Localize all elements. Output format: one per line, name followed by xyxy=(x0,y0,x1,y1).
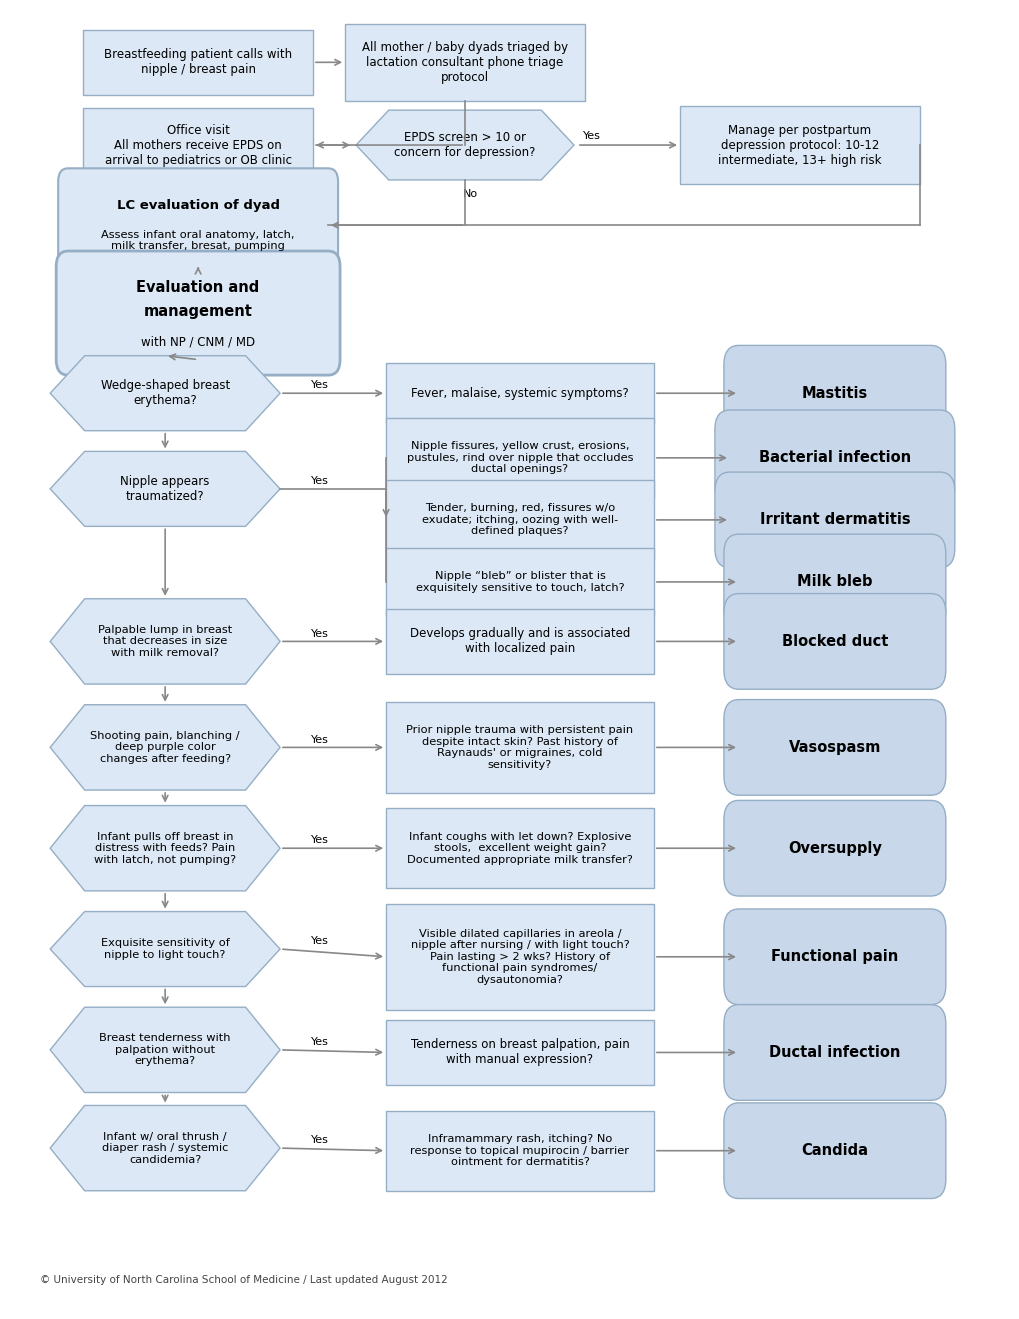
Text: Ductal infection: Ductal infection xyxy=(768,1045,900,1060)
Polygon shape xyxy=(356,111,574,179)
Text: Yes: Yes xyxy=(311,936,329,946)
FancyBboxPatch shape xyxy=(714,410,954,505)
FancyBboxPatch shape xyxy=(723,1103,945,1199)
FancyBboxPatch shape xyxy=(385,1111,653,1191)
Text: Tenderness on breast palpation, pain
with manual expression?: Tenderness on breast palpation, pain wit… xyxy=(411,1038,629,1067)
Text: All mother / baby dyads triaged by
lactation consultant phone triage
protocol: All mother / baby dyads triaged by lacta… xyxy=(362,41,568,84)
Text: Fever, malaise, systemic symptoms?: Fever, malaise, systemic symptoms? xyxy=(411,386,629,400)
Text: No: No xyxy=(462,189,477,199)
Text: with NP / CNM / MD: with NP / CNM / MD xyxy=(141,335,255,348)
FancyBboxPatch shape xyxy=(723,801,945,896)
Text: Develops gradually and is associated
with localized pain: Develops gradually and is associated wit… xyxy=(410,628,630,656)
FancyBboxPatch shape xyxy=(723,534,945,629)
FancyBboxPatch shape xyxy=(385,364,653,423)
FancyBboxPatch shape xyxy=(385,809,653,888)
Text: LC evaluation of dyad: LC evaluation of dyad xyxy=(116,199,279,212)
Text: Oversupply: Oversupply xyxy=(787,840,881,856)
FancyBboxPatch shape xyxy=(385,1020,653,1084)
Text: Shooting pain, blanching /
deep purple color
changes after feeding?: Shooting pain, blanching / deep purple c… xyxy=(91,731,239,764)
Polygon shape xyxy=(50,599,280,685)
Polygon shape xyxy=(50,356,280,431)
Polygon shape xyxy=(50,1105,280,1191)
Text: Milk bleb: Milk bleb xyxy=(796,575,872,590)
Text: Yes: Yes xyxy=(583,131,600,141)
FancyBboxPatch shape xyxy=(385,904,653,1010)
FancyBboxPatch shape xyxy=(84,108,313,182)
Text: Yes: Yes xyxy=(311,1037,329,1047)
FancyBboxPatch shape xyxy=(385,702,653,793)
Text: Palpable lump in breast
that decreases in size
with milk removal?: Palpable lump in breast that decreases i… xyxy=(98,625,232,658)
Text: Irritant dermatitis: Irritant dermatitis xyxy=(759,512,909,528)
Text: Yes: Yes xyxy=(311,476,329,487)
Text: Yes: Yes xyxy=(311,629,329,638)
Text: Bacterial infection: Bacterial infection xyxy=(758,450,910,466)
FancyBboxPatch shape xyxy=(680,107,919,183)
Text: Nipple “bleb” or blister that is
exquisitely sensitive to touch, latch?: Nipple “bleb” or blister that is exquisi… xyxy=(416,571,624,592)
Text: Nipple fissures, yellow crust, erosions,
pustules, rind over nipple that occlude: Nipple fissures, yellow crust, erosions,… xyxy=(407,442,633,475)
FancyBboxPatch shape xyxy=(723,699,945,795)
FancyBboxPatch shape xyxy=(58,169,337,282)
FancyBboxPatch shape xyxy=(723,1005,945,1100)
Text: Tender, burning, red, fissures w/o
exudate; itching, oozing with well-
defined p: Tender, burning, red, fissures w/o exuda… xyxy=(422,504,618,537)
Text: Manage per postpartum
depression protocol: 10-12
intermediate, 13+ high risk: Manage per postpartum depression protoco… xyxy=(717,124,880,166)
Text: Vasospasm: Vasospasm xyxy=(788,740,880,754)
Text: Nipple appears
traumatized?: Nipple appears traumatized? xyxy=(120,475,210,503)
Text: Office visit
All mothers receive EPDS on
arrival to pediatrics or OB clinic: Office visit All mothers receive EPDS on… xyxy=(105,124,291,166)
Text: Yes: Yes xyxy=(311,735,329,745)
Text: Infant coughs with let down? Explosive
stools,  excellent weight gain?
Documente: Infant coughs with let down? Explosive s… xyxy=(407,831,633,865)
Text: management: management xyxy=(144,305,253,319)
FancyBboxPatch shape xyxy=(385,418,653,499)
Text: Yes: Yes xyxy=(311,1136,329,1145)
Text: © University of North Carolina School of Medicine / Last updated August 2012: © University of North Carolina School of… xyxy=(40,1275,447,1285)
FancyBboxPatch shape xyxy=(714,472,954,567)
Text: Mastitis: Mastitis xyxy=(801,385,867,401)
Text: Assess infant oral anatomy, latch,
milk transfer, bresat, pumping: Assess infant oral anatomy, latch, milk … xyxy=(101,230,294,252)
Text: Wedge-shaped breast
erythema?: Wedge-shaped breast erythema? xyxy=(101,380,229,408)
Text: EPDS screen > 10 or
concern for depression?: EPDS screen > 10 or concern for depressi… xyxy=(394,131,535,160)
Text: Prior nipple trauma with persistent pain
despite intact skin? Past history of
Ra: Prior nipple trauma with persistent pain… xyxy=(406,725,633,770)
FancyBboxPatch shape xyxy=(723,594,945,690)
FancyBboxPatch shape xyxy=(84,30,313,95)
FancyBboxPatch shape xyxy=(385,480,653,561)
Text: Evaluation and: Evaluation and xyxy=(137,280,260,294)
Polygon shape xyxy=(50,806,280,890)
Text: Candida: Candida xyxy=(801,1144,867,1158)
FancyBboxPatch shape xyxy=(385,549,653,616)
Text: Breast tenderness with
palpation without
erythema?: Breast tenderness with palpation without… xyxy=(99,1033,230,1067)
FancyBboxPatch shape xyxy=(723,346,945,441)
Polygon shape xyxy=(50,911,280,987)
Text: Inframammary rash, itching? No
response to topical mupirocin / barrier
ointment : Inframammary rash, itching? No response … xyxy=(410,1134,629,1167)
FancyBboxPatch shape xyxy=(723,909,945,1005)
FancyBboxPatch shape xyxy=(385,609,653,674)
Text: Yes: Yes xyxy=(311,835,329,845)
Text: Visible dilated capillaries in areola /
nipple after nursing / with light touch?: Visible dilated capillaries in areola / … xyxy=(411,929,629,985)
Polygon shape xyxy=(50,704,280,790)
FancyBboxPatch shape xyxy=(344,24,585,102)
Text: Infant pulls off breast in
distress with feeds? Pain
with latch, not pumping?: Infant pulls off breast in distress with… xyxy=(94,831,236,865)
Text: Breastfeeding patient calls with
nipple / breast pain: Breastfeeding patient calls with nipple … xyxy=(104,49,291,77)
Polygon shape xyxy=(50,1008,280,1092)
Text: Exquisite sensitivity of
nipple to light touch?: Exquisite sensitivity of nipple to light… xyxy=(101,938,229,960)
Text: Functional pain: Functional pain xyxy=(770,950,898,964)
Text: Yes: Yes xyxy=(311,380,329,390)
Polygon shape xyxy=(50,451,280,526)
Text: Blocked duct: Blocked duct xyxy=(781,634,888,649)
Text: Infant w/ oral thrush /
diaper rash / systemic
candidemia?: Infant w/ oral thrush / diaper rash / sy… xyxy=(102,1132,228,1165)
FancyBboxPatch shape xyxy=(56,251,339,375)
